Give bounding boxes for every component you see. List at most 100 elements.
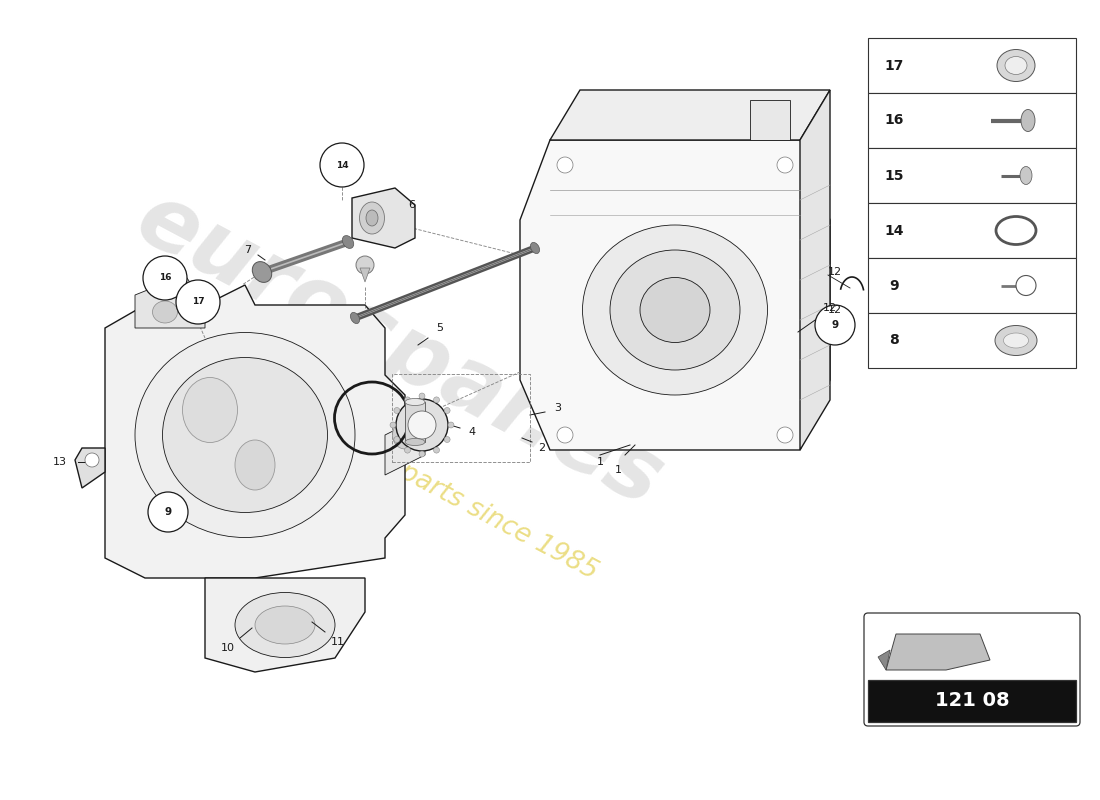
Polygon shape (886, 634, 990, 670)
Circle shape (777, 157, 793, 173)
Text: 16: 16 (158, 274, 172, 282)
Ellipse shape (530, 242, 540, 254)
Text: 9: 9 (832, 320, 838, 330)
Bar (868, 93, 1076, 148)
Text: 16: 16 (884, 114, 904, 127)
Text: 9: 9 (889, 278, 899, 293)
Ellipse shape (356, 256, 374, 274)
Text: 3: 3 (554, 403, 561, 413)
Text: 2: 2 (538, 443, 546, 453)
Circle shape (777, 427, 793, 443)
Circle shape (143, 256, 187, 300)
Circle shape (85, 453, 99, 467)
Text: 6: 6 (408, 200, 416, 210)
Ellipse shape (235, 593, 336, 658)
Ellipse shape (405, 447, 410, 453)
Ellipse shape (153, 301, 177, 323)
Ellipse shape (360, 202, 385, 234)
Text: eurospar.es: eurospar.es (122, 174, 678, 526)
Polygon shape (800, 90, 830, 450)
Text: 17: 17 (884, 58, 904, 73)
Ellipse shape (390, 422, 396, 428)
Bar (868, 313, 1076, 368)
Polygon shape (135, 275, 205, 328)
Text: 12: 12 (823, 303, 837, 313)
Ellipse shape (448, 422, 454, 428)
Text: 7: 7 (244, 245, 252, 255)
Bar (868, 680, 1076, 722)
Circle shape (320, 143, 364, 187)
Polygon shape (750, 100, 790, 140)
Text: 1: 1 (596, 457, 604, 467)
Text: a passion for parts since 1985: a passion for parts since 1985 (238, 375, 602, 585)
Text: 9: 9 (164, 507, 172, 517)
Circle shape (176, 280, 220, 324)
Polygon shape (520, 140, 830, 450)
Bar (868, 258, 1076, 313)
Polygon shape (405, 402, 425, 442)
Bar (868, 203, 1076, 258)
Ellipse shape (393, 421, 418, 449)
Text: 17: 17 (191, 298, 205, 306)
Ellipse shape (419, 451, 425, 457)
Ellipse shape (444, 437, 450, 442)
Ellipse shape (255, 606, 315, 644)
Ellipse shape (342, 235, 354, 249)
Text: 14: 14 (336, 161, 349, 170)
Text: 5: 5 (437, 323, 443, 333)
Text: 13: 13 (53, 457, 67, 467)
Text: 8: 8 (889, 334, 899, 347)
Ellipse shape (366, 210, 378, 226)
Ellipse shape (433, 447, 440, 453)
Ellipse shape (433, 397, 440, 403)
Polygon shape (360, 268, 370, 282)
Circle shape (557, 157, 573, 173)
Ellipse shape (252, 262, 272, 282)
Polygon shape (104, 285, 405, 578)
Ellipse shape (1003, 333, 1028, 348)
Ellipse shape (610, 250, 740, 370)
Ellipse shape (640, 278, 710, 342)
Ellipse shape (583, 225, 768, 395)
Ellipse shape (405, 397, 410, 403)
Text: 121 08: 121 08 (935, 691, 1010, 710)
Text: 12: 12 (828, 267, 843, 277)
Ellipse shape (163, 358, 328, 513)
Text: 15: 15 (884, 169, 904, 182)
Ellipse shape (444, 407, 450, 414)
Ellipse shape (1020, 166, 1032, 185)
Text: 12: 12 (828, 305, 843, 315)
Polygon shape (385, 415, 425, 475)
Bar (868, 148, 1076, 203)
Polygon shape (550, 90, 830, 140)
Circle shape (557, 427, 573, 443)
Text: 14: 14 (884, 223, 904, 238)
Ellipse shape (405, 438, 425, 446)
Ellipse shape (408, 411, 436, 439)
Bar (868, 38, 1076, 93)
Polygon shape (205, 578, 365, 672)
Ellipse shape (135, 333, 355, 538)
Ellipse shape (997, 50, 1035, 82)
Ellipse shape (235, 440, 275, 490)
FancyBboxPatch shape (864, 613, 1080, 726)
Polygon shape (878, 650, 890, 670)
Text: 1: 1 (615, 465, 622, 475)
Ellipse shape (419, 393, 425, 399)
Ellipse shape (396, 399, 448, 451)
Ellipse shape (394, 407, 400, 414)
Ellipse shape (1005, 57, 1027, 74)
Text: 11: 11 (331, 637, 345, 647)
Polygon shape (352, 188, 415, 248)
Circle shape (815, 305, 855, 345)
Circle shape (148, 492, 188, 532)
Text: 4: 4 (469, 427, 475, 437)
Ellipse shape (1021, 110, 1035, 131)
Ellipse shape (394, 437, 400, 442)
Ellipse shape (405, 398, 425, 406)
Text: 10: 10 (221, 643, 235, 653)
Ellipse shape (996, 326, 1037, 355)
Bar (392, 374, 530, 462)
Circle shape (1016, 275, 1036, 295)
Ellipse shape (351, 313, 360, 323)
